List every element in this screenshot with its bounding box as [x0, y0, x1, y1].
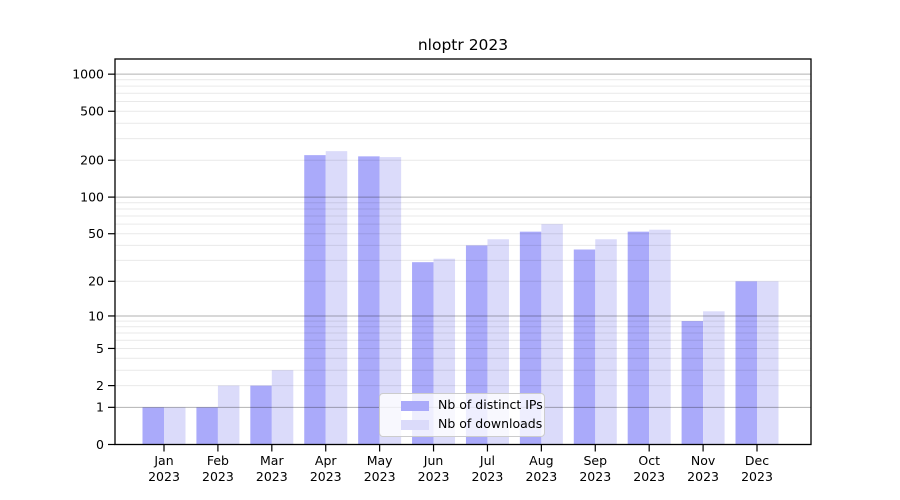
- bar-oct-distinct-ips: [627, 231, 650, 445]
- bar-feb-distinct-ips: [196, 407, 218, 445]
- x-tick-label-month: May: [367, 453, 393, 468]
- bar-apr-downloads: [325, 151, 348, 445]
- x-tick-label-month: Mar: [260, 453, 284, 468]
- bar-dec-downloads: [757, 281, 779, 445]
- x-tick-label-month: Nov: [691, 453, 716, 468]
- x-tick-label-year: 2023: [256, 469, 288, 484]
- bar-feb-downloads: [217, 385, 240, 445]
- x-tick-label-month: Apr: [315, 453, 337, 468]
- bar-oct-downloads: [649, 229, 671, 445]
- y-tick-label: 200: [80, 153, 104, 168]
- x-tick-label-year: 2023: [579, 469, 611, 484]
- bar-apr-distinct-ips: [304, 155, 326, 445]
- gridlines: [115, 73, 811, 408]
- x-tick-label-month: Aug: [529, 453, 553, 468]
- x-tick-label-year: 2023: [472, 469, 504, 484]
- x-tick-label-year: 2023: [633, 469, 665, 484]
- x-tick-label-year: 2023: [202, 469, 234, 484]
- legend-swatch-distinct-ips: [401, 400, 429, 411]
- bar-dec-distinct-ips: [735, 281, 757, 445]
- x-tick-label-month: Jun: [423, 453, 444, 468]
- plot-border: [114, 58, 812, 446]
- legend-item-downloads: Nb of downloads: [401, 417, 544, 432]
- legend-label-distinct-ips: Nb of distinct IPs: [438, 397, 543, 413]
- bar-jan-distinct-ips: [142, 407, 164, 445]
- y-tick-label: 2: [96, 378, 104, 393]
- bar-sep-distinct-ips: [573, 249, 596, 445]
- bar-mar-downloads: [271, 370, 294, 445]
- x-tick-label-year: 2023: [525, 469, 557, 484]
- bar-aug-distinct-ips: [519, 231, 542, 445]
- y-tick-label: 20: [88, 274, 104, 289]
- x-tick-label-year: 2023: [687, 469, 719, 484]
- y-tick-label: 5: [96, 341, 104, 356]
- x-tick-label-year: 2023: [148, 469, 180, 484]
- bar-nov-downloads: [703, 311, 725, 445]
- y-tick-label: 50: [88, 226, 104, 241]
- x-tick-label-month: Jan: [153, 453, 173, 468]
- x-tick-label-month: Jul: [479, 453, 495, 468]
- x-tick-label-month: Sep: [583, 453, 607, 468]
- x-tick-label-month: Dec: [745, 453, 769, 468]
- bar-aug-downloads: [541, 224, 563, 445]
- legend-swatch-downloads: [401, 419, 429, 430]
- legend-item-distinct-ips: Nb of distinct IPs: [401, 398, 544, 413]
- bar-may-downloads: [379, 157, 402, 445]
- bar-nov-distinct-ips: [681, 321, 704, 445]
- bar-jan-downloads: [164, 407, 186, 445]
- chart-title: nloptr 2023: [417, 36, 509, 54]
- y-tick-label: 10: [88, 308, 104, 323]
- x-tick-label-year: 2023: [364, 469, 396, 484]
- y-tick-label: 0: [96, 437, 104, 452]
- x-tick-label-year: 2023: [741, 469, 773, 484]
- y-tick-label: 500: [80, 104, 104, 119]
- bar-mar-distinct-ips: [250, 385, 272, 445]
- x-axis: Jan2023Feb2023Mar2023Apr2023May2023Jun20…: [148, 444, 773, 484]
- y-tick-label: 1000: [72, 66, 104, 81]
- x-tick-label-year: 2023: [310, 469, 342, 484]
- y-axis: 0 1 2 5 10 20 50 100 200 500 1000: [72, 66, 115, 452]
- x-tick-label-month: Feb: [207, 453, 229, 468]
- y-tick-label: 1: [96, 400, 104, 415]
- y-tick-label: 100: [80, 189, 104, 204]
- chart-legend: Nb of distinct IPs Nb of downloads: [379, 393, 545, 437]
- x-tick-label-month: Oct: [638, 453, 660, 468]
- bar-sep-downloads: [595, 239, 617, 445]
- x-tick-label-year: 2023: [418, 469, 450, 484]
- bar-may-distinct-ips: [358, 156, 380, 445]
- legend-label-downloads: Nb of downloads: [438, 416, 543, 432]
